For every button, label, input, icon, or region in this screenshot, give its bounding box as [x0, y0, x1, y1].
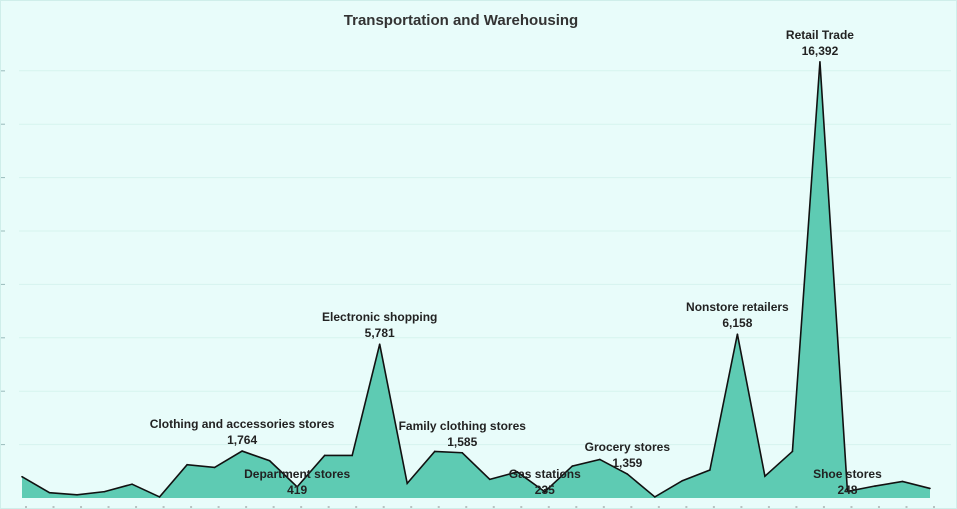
data-point: [599, 458, 601, 461]
data-point: [296, 486, 298, 488]
data-point: [791, 450, 794, 453]
data-label-category: Clothing and accessories stores: [150, 417, 335, 431]
area-fill: [22, 61, 930, 498]
data-label-category: Grocery stores: [585, 440, 671, 454]
data-point: [186, 463, 188, 466]
data-point: [846, 490, 849, 493]
data-point: [213, 466, 216, 469]
data-point: [901, 480, 904, 483]
data-point: [351, 454, 353, 457]
data-label-value: 5,781: [365, 326, 395, 340]
data-label-category: Family clothing stores: [399, 419, 527, 433]
data-point: [76, 494, 78, 496]
area-series: [21, 60, 931, 498]
data-label-category: Gas stations: [509, 467, 581, 481]
data-point: [626, 473, 629, 475]
data-point: [488, 478, 491, 481]
data-point: [736, 333, 739, 335]
data-label-value: 235: [535, 483, 555, 497]
data-point: [21, 475, 23, 478]
data-point: [461, 451, 464, 454]
data-point: [433, 450, 436, 453]
data-point: [516, 471, 519, 473]
data-point: [241, 450, 243, 452]
data-point: [406, 482, 409, 485]
data-label-value: 1,764: [227, 433, 257, 447]
data-label-category: Department stores: [244, 467, 350, 481]
data-point: [929, 487, 931, 490]
area-line: [21, 61, 931, 498]
data-point: [103, 490, 106, 493]
data-point: [268, 459, 271, 462]
gridlines: [1, 70, 951, 446]
data-label-category: Shoe stores: [813, 467, 882, 481]
data-label-value: 1,585: [447, 435, 477, 449]
data-label-value: 248: [837, 483, 857, 497]
data-label-category: Electronic shopping: [322, 310, 437, 324]
data-point: [709, 469, 711, 471]
data-label-category: Retail Trade: [786, 28, 854, 42]
data-label-category: Nonstore retailers: [686, 300, 789, 314]
data-point: [654, 496, 656, 498]
chart-title: Transportation and Warehousing: [343, 12, 579, 29]
data-label-value: 419: [287, 483, 307, 497]
data-point: [764, 475, 766, 477]
data-label-value: 6,158: [722, 316, 752, 330]
data-labels: Clothing and accessories stores 1,764 Depa…: [150, 28, 882, 497]
data-point: [48, 491, 51, 494]
data-point: [874, 485, 876, 487]
data-label-value: 1,359: [612, 456, 642, 470]
data-point: [571, 465, 574, 467]
data-point: [323, 454, 326, 457]
data-point: [681, 479, 684, 482]
data-point: [819, 60, 821, 63]
data-point: [378, 343, 381, 345]
data-point: [543, 490, 546, 493]
data-point: [131, 483, 133, 485]
data-label-value: 16,392: [802, 44, 839, 58]
data-point: [158, 496, 161, 498]
